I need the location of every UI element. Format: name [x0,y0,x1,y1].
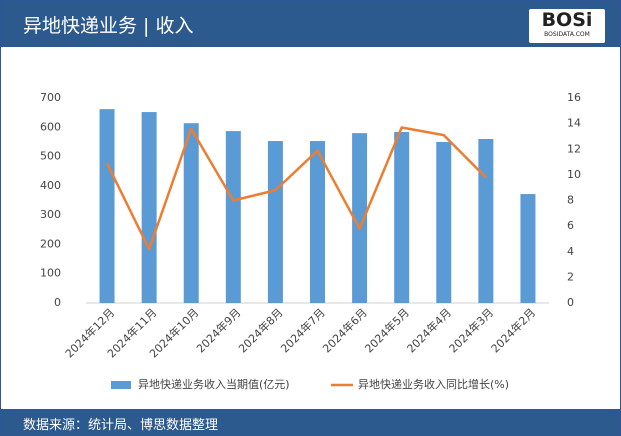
x-tick-label: 2024年6月 [320,305,370,355]
x-tick-label: 2024年4月 [404,305,454,355]
y2-tick-label: 8 [567,194,574,207]
y2-tick-label: 6 [567,219,574,232]
y-tick-label: 500 [40,150,61,163]
title: 异地快递业务 | 收入 [23,15,194,37]
bar [141,112,157,303]
bar [394,131,410,303]
bar [352,133,368,303]
bar [310,141,325,303]
y-tick-label: 0 [54,296,61,309]
y2-tick-label: 10 [567,168,581,181]
legend-swatch [111,381,131,389]
logo: BOSi BOSIDATA.COM [529,9,605,43]
bar [520,194,536,303]
x-tick-label: 2024年9月 [193,305,243,355]
bar [99,109,115,303]
bar [478,139,494,303]
y-tick-label: 200 [40,237,61,250]
y-tick-label: 600 [40,120,61,133]
y2-tick-label: 12 [567,142,581,155]
logo-text: BOSi [541,9,593,31]
logo-subtext: BOSIDATA.COM [544,31,590,38]
y2-tick-label: 2 [567,270,574,283]
header: 异地快递业务 | 收入 BOSi BOSIDATA.COM [1,1,620,47]
x-tick-label: 2024年7月 [278,305,328,355]
source: 数据来源：统计局、博思数据整理 [23,418,219,433]
y-tick-label: 300 [40,208,61,221]
y2-tick-label: 14 [567,117,581,130]
y2-tick-label: 4 [567,245,574,258]
x-tick-label: 2024年5月 [362,305,412,355]
bar [267,141,283,303]
y-tick-label: 400 [40,179,61,192]
y-tick-label: 700 [40,91,61,104]
legend-label: 异地快递业务收入同比增长(%) [358,377,509,391]
bar [225,131,241,303]
x-tick-label: 2024年8月 [235,305,285,355]
bar [183,123,199,303]
x-tick-label: 2024年2月 [488,305,538,355]
bar [436,141,452,303]
y2-tick-label: 0 [567,296,574,309]
legend-label: 异地快递业务收入当期值(亿元) [138,377,290,391]
x-tick-label: 2024年3月 [446,305,496,355]
chart: 0 100 200 300 400 500 600 700 0 2 4 6 8 10 12 14 16 2024年… [40,91,581,391]
y2-tick-label: 16 [567,91,581,104]
y-tick-label: 100 [40,267,61,280]
line [105,126,487,251]
footer: 数据来源：统计局、博思数据整理 [1,409,620,435]
